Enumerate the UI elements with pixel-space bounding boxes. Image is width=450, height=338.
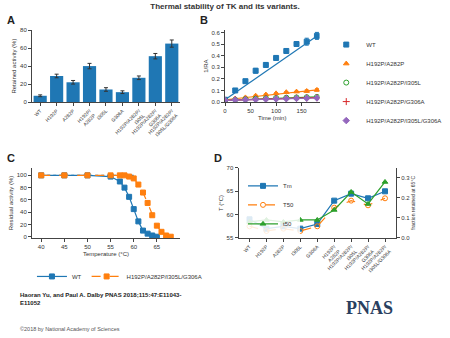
svg-text:0: 0: [23, 99, 27, 105]
svg-text:60: 60: [20, 197, 27, 203]
svg-text:65: 65: [227, 188, 234, 194]
svg-text:65: 65: [154, 244, 161, 250]
svg-text:40: 40: [38, 244, 45, 250]
svg-text:80: 80: [20, 185, 27, 191]
svg-text:100: 100: [271, 108, 282, 114]
svg-text:H192P/A282P/I305L/G306A: H192P/A282P/I305L/G306A: [360, 243, 393, 276]
svg-text:H192P/A282P/I305L: H192P/A282P/I305L: [326, 243, 359, 276]
svg-text:0.3: 0.3: [211, 64, 220, 70]
svg-text:0: 0: [223, 108, 227, 114]
svg-text:0.0: 0.0: [211, 99, 220, 105]
svg-text:20: 20: [20, 222, 27, 228]
svg-text:H192P/A282P: H192P/A282P: [76, 107, 97, 128]
svg-text:Residual activity (%): Residual activity (%): [8, 176, 14, 230]
svg-text:Thermal stability of TK and it: Thermal stability of TK and its variants…: [150, 2, 299, 11]
svg-text:H192P/A282P/G306A: H192P/A282P/G306A: [130, 107, 163, 140]
svg-text:G306A: G306A: [304, 243, 320, 259]
svg-text:I305L: I305L: [290, 244, 303, 257]
svg-text:50: 50: [84, 244, 91, 250]
svg-text:I305L: I305L: [95, 108, 108, 121]
svg-text:H192P/A282P/I305L: H192P/A282P/I305L: [114, 107, 147, 140]
svg-text:B: B: [200, 14, 208, 26]
svg-text:40: 40: [20, 209, 27, 215]
svg-text:0.1: 0.1: [211, 88, 220, 94]
svg-text:H192P/A282P/G306A: H192P/A282P/G306A: [366, 99, 424, 105]
svg-text:G306A: G306A: [110, 107, 126, 123]
svg-text:0.4: 0.4: [211, 53, 220, 59]
svg-text:A282P: A282P: [271, 243, 286, 258]
svg-text:T50: T50: [283, 202, 294, 208]
svg-text:0.2: 0.2: [211, 76, 220, 82]
svg-text:Haoran Yu, and Paul A. Dalby P: Haoran Yu, and Paul A. Dalby PNAS 2018;1…: [20, 292, 181, 306]
svg-text:70: 70: [227, 165, 234, 171]
svg-text:H192P/A282P/G306A: H192P/A282P/G306A: [343, 243, 376, 276]
svg-text:55: 55: [107, 244, 114, 250]
svg-text:WT: WT: [242, 244, 252, 254]
svg-text:PNAS: PNAS: [346, 298, 393, 318]
svg-text:60: 60: [20, 45, 27, 51]
svg-text:A282P: A282P: [61, 107, 76, 122]
svg-text:Retained activity (%): Retained activity (%): [11, 39, 17, 94]
svg-text:50: 50: [247, 108, 254, 114]
svg-text:C: C: [7, 152, 15, 164]
svg-text:60: 60: [227, 212, 234, 218]
svg-text:0.5: 0.5: [211, 41, 220, 47]
svg-text:0.1: 0.1: [401, 215, 410, 221]
svg-text:H192P: H192P: [254, 243, 270, 259]
svg-text:55: 55: [227, 235, 234, 241]
svg-text:H192P/A282P/I305L/G306A: H192P/A282P/I305L/G306A: [147, 107, 180, 140]
svg-text:H192P: H192P: [44, 107, 60, 123]
svg-text:©2018 by National Academy of S: ©2018 by National Academy of Sciences: [20, 326, 120, 332]
svg-text:WT: WT: [72, 274, 82, 280]
svg-text:Temperature (°C): Temperature (°C): [83, 251, 129, 257]
svg-text:WT: WT: [33, 108, 43, 118]
svg-text:H192P/A282P/I305L/G306A: H192P/A282P/I305L/G306A: [366, 118, 441, 124]
svg-text:40: 40: [20, 63, 27, 69]
svg-text:Time (min): Time (min): [258, 115, 286, 121]
svg-text:Tm: Tm: [283, 183, 292, 189]
svg-text:H192P/A282P: H192P/A282P: [321, 243, 342, 264]
svg-text:0: 0: [23, 234, 27, 240]
svg-text:0.6: 0.6: [211, 30, 220, 36]
svg-text:fraction retained at 65°C: fraction retained at 65°C: [410, 176, 416, 230]
svg-text:H192P/A282P: H192P/A282P: [366, 61, 404, 67]
svg-text:t50: t50: [283, 221, 292, 227]
svg-text:H192P/A282P/I305L/G306A: H192P/A282P/I305L/G306A: [127, 274, 202, 280]
svg-text:H192P/A282P/I305L: H192P/A282P/I305L: [366, 80, 421, 86]
svg-text:1/RA: 1/RA: [203, 59, 209, 72]
svg-text:D: D: [214, 152, 222, 164]
svg-text:100: 100: [17, 172, 28, 178]
svg-text:60: 60: [130, 244, 137, 250]
svg-text:WT: WT: [366, 42, 376, 48]
svg-text:20: 20: [20, 81, 27, 87]
svg-text:45: 45: [61, 244, 68, 250]
svg-text:0.0: 0.0: [401, 235, 410, 241]
svg-text:T (°C): T (°C): [218, 195, 224, 211]
svg-text:0.2: 0.2: [401, 195, 410, 201]
svg-text:150: 150: [297, 108, 308, 114]
svg-text:0.3: 0.3: [401, 175, 410, 181]
svg-text:80: 80: [20, 27, 27, 33]
svg-text:A: A: [7, 14, 15, 26]
